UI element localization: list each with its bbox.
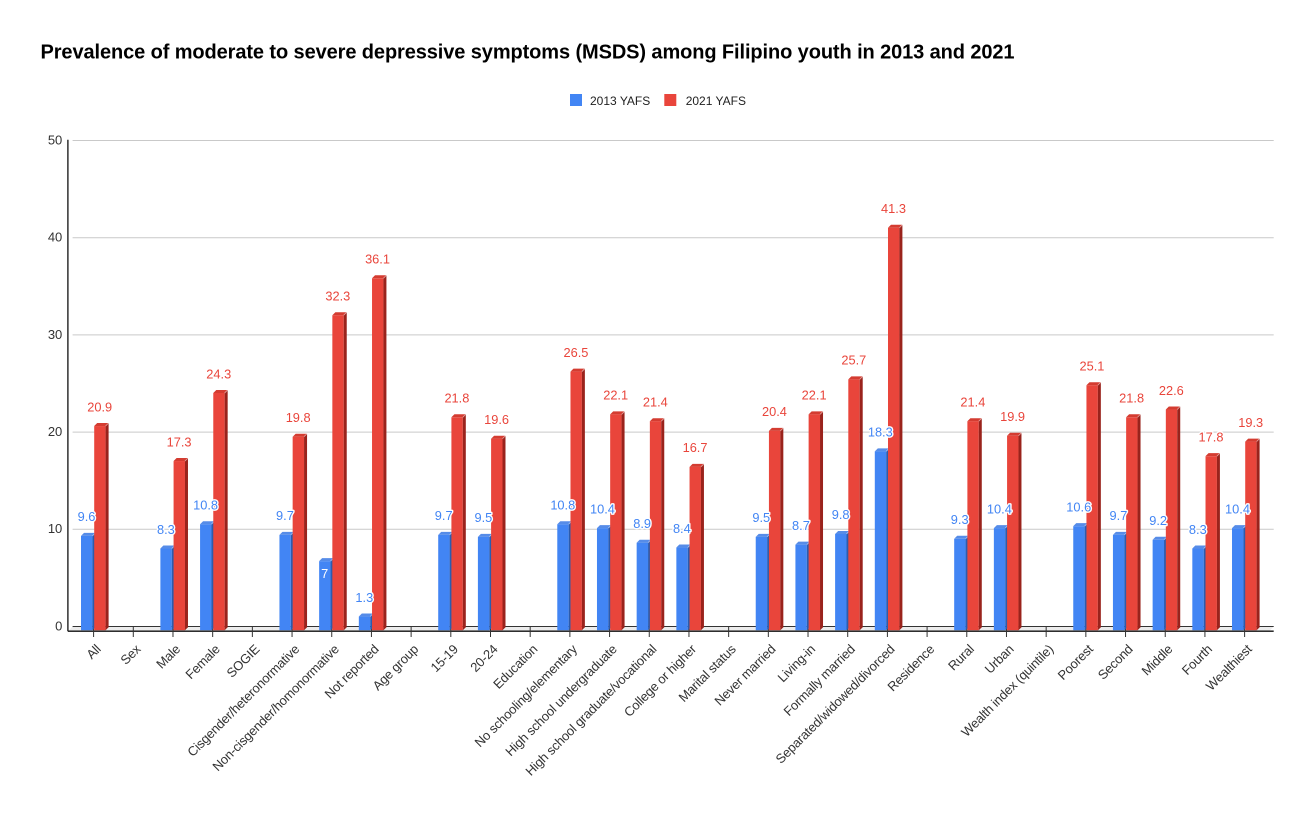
svg-text:30: 30	[48, 327, 62, 342]
svg-text:9.5: 9.5	[752, 510, 770, 525]
svg-text:17.8: 17.8	[1199, 429, 1224, 444]
svg-text:8.3: 8.3	[1189, 522, 1207, 537]
svg-text:19.6: 19.6	[484, 412, 509, 427]
svg-text:9.6: 9.6	[78, 509, 96, 524]
svg-text:2013 YAFS: 2013 YAFS	[590, 94, 650, 108]
svg-text:9.2: 9.2	[1149, 513, 1167, 528]
svg-text:21.8: 21.8	[444, 391, 469, 406]
svg-text:32.3: 32.3	[325, 289, 350, 304]
svg-text:21.4: 21.4	[960, 394, 985, 409]
svg-text:9.7: 9.7	[1110, 508, 1128, 523]
svg-text:8.4: 8.4	[673, 521, 691, 536]
svg-text:9.8: 9.8	[832, 507, 850, 522]
svg-text:9.3: 9.3	[951, 512, 969, 527]
svg-text:10.8: 10.8	[193, 498, 218, 513]
svg-text:10.8: 10.8	[550, 498, 575, 513]
svg-text:8.7: 8.7	[792, 518, 810, 533]
svg-text:24.3: 24.3	[206, 366, 231, 381]
svg-text:19.3: 19.3	[1238, 415, 1263, 430]
svg-text:7: 7	[321, 566, 328, 581]
svg-text:10.4: 10.4	[1225, 501, 1250, 516]
svg-text:19.8: 19.8	[286, 410, 311, 425]
svg-text:41.3: 41.3	[881, 201, 906, 216]
svg-text:18.3: 18.3	[868, 425, 893, 440]
svg-text:Prevalence of moderate to seve: Prevalence of moderate to severe depress…	[41, 41, 1015, 63]
svg-text:8.3: 8.3	[157, 522, 175, 537]
svg-text:22.1: 22.1	[802, 388, 827, 403]
svg-text:25.1: 25.1	[1079, 359, 1104, 374]
svg-text:25.7: 25.7	[841, 353, 866, 368]
svg-text:20.9: 20.9	[87, 399, 112, 414]
svg-text:10.6: 10.6	[1066, 499, 1091, 514]
svg-text:2021 YAFS: 2021 YAFS	[686, 94, 746, 108]
svg-text:21.8: 21.8	[1119, 391, 1144, 406]
svg-text:26.5: 26.5	[564, 345, 589, 360]
svg-text:1.3: 1.3	[355, 590, 373, 605]
svg-text:20: 20	[48, 424, 62, 439]
svg-text:20.4: 20.4	[762, 404, 787, 419]
svg-text:19.9: 19.9	[1000, 409, 1025, 424]
svg-text:9.7: 9.7	[276, 508, 294, 523]
svg-text:10.4: 10.4	[590, 501, 615, 516]
svg-text:0: 0	[55, 618, 62, 633]
svg-text:21.4: 21.4	[643, 394, 668, 409]
svg-text:40: 40	[48, 230, 62, 245]
svg-text:16.7: 16.7	[683, 440, 708, 455]
svg-text:36.1: 36.1	[365, 252, 390, 267]
svg-text:50: 50	[48, 132, 62, 147]
svg-text:9.7: 9.7	[435, 508, 453, 523]
svg-text:17.3: 17.3	[167, 434, 192, 449]
svg-text:10.4: 10.4	[987, 501, 1012, 516]
svg-text:22.1: 22.1	[603, 388, 628, 403]
svg-text:22.6: 22.6	[1159, 383, 1184, 398]
svg-text:10: 10	[48, 521, 62, 536]
svg-text:9.5: 9.5	[475, 510, 493, 525]
svg-text:8.9: 8.9	[633, 516, 651, 531]
